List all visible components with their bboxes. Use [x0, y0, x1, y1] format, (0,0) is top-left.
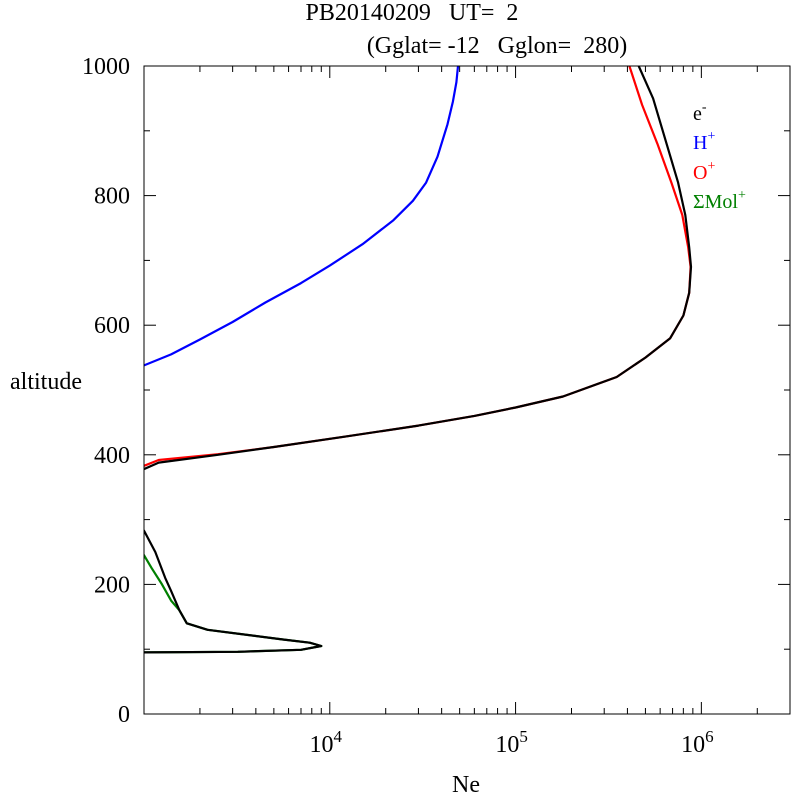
x-tick-label: 105: [495, 727, 528, 758]
y-tick-label: 400: [94, 443, 130, 469]
legend-entry: ΣMol+: [693, 188, 746, 213]
chart-title-line-1: PB20140209 UT= 2: [306, 0, 519, 26]
series-line-e-segment-1: [144, 529, 323, 654]
legend-entry: H+: [693, 129, 715, 154]
plot-frame: [143, 65, 791, 715]
legend-entry: O+: [693, 159, 715, 184]
y-tick-label: 800: [94, 184, 130, 210]
x-tick-label: 106: [681, 727, 714, 758]
series-line-h-segment-1: [144, 66, 460, 367]
series-line-e-segment-2: [144, 66, 693, 471]
series-layer: [144, 66, 693, 654]
chart-title-line-2: (Gglat= -12 Gglon= 280): [367, 33, 627, 59]
legend: e- H+ O+ ΣMol+: [693, 100, 746, 213]
y-tick-label: 1000: [82, 54, 130, 80]
y-tick-label: 200: [94, 572, 130, 598]
y-axis-label: altitude: [10, 369, 82, 395]
y-tick-label: 0: [118, 702, 130, 728]
x-tick-labels: 104 105 106: [310, 727, 714, 758]
y-tick-label: 600: [94, 313, 130, 339]
series-line-mol-segment-1: [144, 554, 323, 654]
legend-entry: e-: [693, 100, 707, 125]
x-tick-label: 104: [310, 727, 343, 758]
x-axis-label: Ne: [452, 772, 480, 795]
series-line-o-segment-1: [144, 66, 692, 467]
y-tick-labels: 0 200 400 600 800 1000: [82, 54, 130, 728]
